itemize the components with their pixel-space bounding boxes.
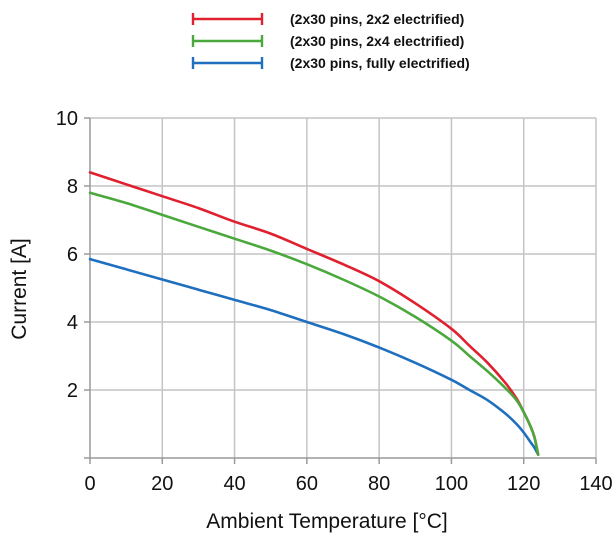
- grid-layer: [90, 117, 597, 458]
- x-tick-label: 0: [84, 473, 95, 495]
- axis-layer: [84, 117, 597, 464]
- legend-label: (2x30 pins, 2x2 electrified): [290, 11, 464, 27]
- x-tick-label: 80: [368, 473, 390, 495]
- series-layer: [88, 171, 540, 456]
- legend-item: (2x30 pins, 2x4 electrified): [191, 33, 464, 49]
- y-tick-label: 4: [67, 312, 78, 334]
- y-tick-label: 10: [56, 108, 78, 130]
- y-tick-label: 6: [67, 244, 78, 266]
- y-tick-label: 8: [67, 176, 78, 198]
- tick-label-layer: 0 20 40 60 80 100 120 140 2 4 6 8 10: [56, 108, 613, 495]
- series-line-1: [88, 171, 540, 456]
- legend-label: (2x30 pins, fully electrified): [290, 55, 470, 71]
- x-tick-label: 100: [435, 473, 468, 495]
- x-tick-label: 120: [507, 473, 540, 495]
- x-tick-label: 140: [579, 473, 612, 495]
- y-axis-title: Current [A]: [8, 238, 31, 340]
- x-tick-label: 40: [223, 473, 245, 495]
- x-axis-title: Ambient Temperature [°C]: [206, 510, 447, 533]
- legend-item: (2x30 pins, fully electrified): [191, 55, 470, 71]
- series-line-2: [88, 191, 540, 456]
- series-line-3: [88, 257, 540, 456]
- x-tick-label: 60: [296, 473, 318, 495]
- y-tick-label: 2: [67, 380, 78, 402]
- legend: (2x30 pins, 2x2 electrified) (2x30 pins, …: [191, 11, 470, 71]
- legend-item: (2x30 pins, 2x2 electrified): [191, 11, 464, 27]
- x-tick-label: 20: [151, 473, 173, 495]
- legend-label: (2x30 pins, 2x4 electrified): [290, 33, 464, 49]
